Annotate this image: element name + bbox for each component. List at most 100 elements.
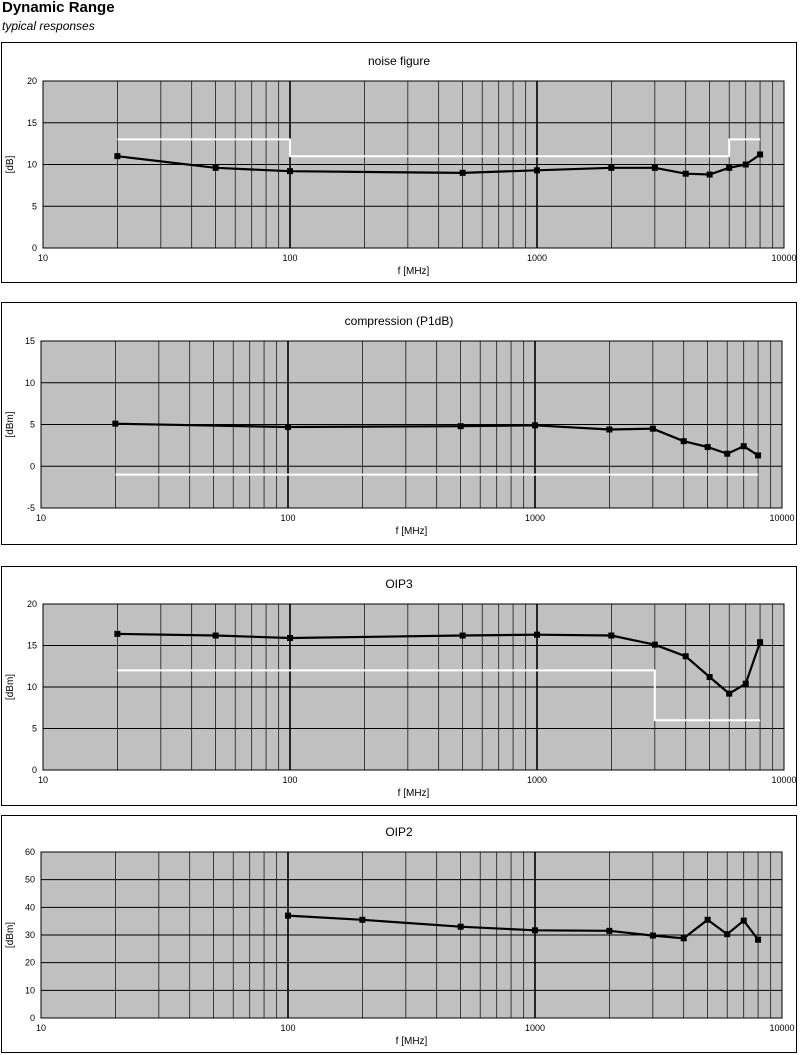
chart-3-ytick-label: 40 (25, 902, 35, 912)
chart-1-ytick-label: 10 (25, 378, 35, 388)
chart-0-xtick-label: 10 (38, 253, 48, 263)
chart-2-series-0-point (706, 674, 713, 681)
chart-0-series-0-point (726, 164, 733, 171)
chart-0-series-0-point (534, 167, 540, 174)
chart-1-series-0-point (606, 426, 613, 433)
chart-2-series-0-point (212, 632, 219, 639)
chart-0-series-0-point (682, 170, 689, 177)
chart-3-ytick-label: 50 (25, 875, 35, 885)
chart-2-series-0-point (534, 631, 540, 638)
page-subtitle: typical responses (2, 19, 95, 33)
chart-3-series-0-point (755, 936, 762, 943)
chart-2-series-0-point (726, 690, 733, 697)
chart-0-series-0-point (287, 168, 293, 175)
chart-1-series-0-point (457, 423, 464, 430)
chart-0-ytick-label: 20 (27, 76, 37, 86)
chart-3-ylabel: [dBm] (5, 922, 16, 948)
chart-2-xtick-label: 10 (38, 775, 48, 785)
chart-panel-compression: compression (P1dB) -5 0 5 10 15 10 100 1000 10000… (1, 302, 797, 545)
chart-2-series-0-point (651, 641, 658, 648)
chart-2-series-0-point (287, 635, 293, 642)
chart-1-series-0-point (112, 420, 119, 427)
chart-1-xtick-label: 1000 (525, 513, 545, 523)
chart-2-series-0-point (742, 680, 749, 687)
chart-2-xlabel: f [MHz] (398, 788, 430, 799)
chart-1-title: compression (P1dB) (345, 314, 454, 328)
chart-3-xtick-label: 1000 (525, 1023, 545, 1033)
chart-1-ytick-label: -5 (27, 503, 35, 513)
chart-1-xtick-label: 10 (36, 513, 46, 523)
chart-3-series-0-point (704, 916, 711, 923)
chart-0-ylabel: [dB] (5, 155, 16, 173)
chart-2-ytick-label: 20 (27, 599, 37, 609)
chart-2-ytick-label: 5 (32, 724, 37, 734)
chart-0-ytick-label: 10 (27, 160, 37, 170)
chart-0-xtick-label: 100 (282, 253, 297, 263)
chart-3-ytick-label: 20 (25, 958, 35, 968)
chart-0-title: noise figure (368, 54, 430, 68)
chart-2-series-0-point (757, 639, 764, 646)
chart-2-ylabel: [dBm] (5, 674, 16, 700)
chart-panel-noise-figure: noise figure 0 5 10 15 20 10 100 1000 10000 f [MHz… (1, 42, 797, 283)
chart-1-series-0-point (704, 444, 711, 451)
chart-0-series-0-point (651, 164, 658, 171)
chart-3-series-0-point (285, 912, 291, 919)
chart-3-ytick-label: 0 (30, 1013, 35, 1023)
chart-2-title: OIP3 (385, 577, 413, 591)
chart-3-series-0-point (680, 935, 687, 942)
chart-3-xtick-label: 10000 (769, 1023, 794, 1033)
chart-3-xtick-label: 100 (280, 1023, 295, 1033)
chart-1-xtick-label: 100 (280, 513, 295, 523)
chart-0-series-0-point (212, 164, 219, 171)
chart-0-series-0-point (742, 161, 749, 168)
chart-2-series-0-point (608, 632, 615, 639)
chart-2-xtick-label: 100 (282, 775, 297, 785)
chart-1-ytick-label: 0 (30, 461, 35, 471)
chart-1-series-0-point (755, 452, 762, 459)
page-title: Dynamic Range (2, 0, 115, 16)
chart-1-series-0-point (649, 425, 656, 432)
chart-0-series-0-point (459, 169, 466, 176)
chart-0-series-0-point (608, 164, 615, 171)
chart-1-xtick-label: 10000 (769, 513, 794, 523)
chart-3-series-0-point (606, 927, 613, 934)
chart-3-ytick-label: 10 (25, 985, 35, 995)
chart-0-ytick-label: 5 (32, 201, 37, 211)
chart-2-ytick-label: 15 (27, 641, 37, 651)
chart-0-xtick-label: 10000 (771, 253, 796, 263)
chart-0-series-1-line (117, 138, 761, 158)
chart-1-ytick-label: 15 (25, 336, 35, 346)
chart-panel-oip3: OIP3 0 5 10 15 20 10 100 1000 10000 f [MHz] [dBm] (1, 566, 797, 806)
chart-0-series-0-point (114, 153, 121, 160)
chart-0-series-0-point (757, 151, 764, 158)
chart-1-series-0-point (680, 438, 687, 445)
chart-2-xtick-label: 1000 (527, 775, 547, 785)
chart-3-xtick-label: 10 (36, 1023, 46, 1033)
chart-1-series-0-point (285, 424, 291, 431)
chart-3-ytick-label: 30 (25, 930, 35, 940)
chart-3-xlabel: f [MHz] (396, 1036, 428, 1047)
chart-panel-oip2: OIP2 0 10 20 30 40 50 60 10 100 1000 10000 f [MHz] [d… (1, 815, 797, 1053)
chart-1-series-0-point (740, 443, 747, 450)
chart-3-series-0-point (457, 923, 464, 930)
chart-3-ytick-label: 60 (25, 847, 35, 857)
chart-0-xlabel: f [MHz] (398, 266, 430, 277)
chart-2-series-1-line (117, 669, 761, 722)
chart-3-series-0-point (724, 931, 731, 938)
chart-1-ylabel: [dBm] (5, 411, 16, 437)
chart-3-series-0-point (532, 927, 538, 934)
chart-1-ytick-label: 5 (30, 420, 35, 430)
chart-3-series-0-point (359, 916, 366, 923)
chart-0-xtick-label: 1000 (527, 253, 547, 263)
chart-2-ytick-label: 10 (27, 682, 37, 692)
chart-noise-figure: noise figure 0 5 10 15 20 10 100 1000 10000 f [MHz… (5, 54, 796, 277)
chart-3-title: OIP2 (385, 825, 413, 839)
chart-3-series-0-point (649, 932, 656, 939)
chart-compression: compression (P1dB) -5 0 5 10 15 10 100 1000 10000… (5, 314, 795, 537)
chart-2-ytick-label: 0 (32, 765, 37, 775)
chart-oip3: OIP3 0 5 10 15 20 10 100 1000 10000 f [MHz] [dBm] (5, 577, 796, 799)
chart-2-xtick-label: 10000 (771, 775, 796, 785)
chart-2-series-0-point (682, 653, 689, 660)
chart-2-series-0-point (459, 632, 466, 639)
